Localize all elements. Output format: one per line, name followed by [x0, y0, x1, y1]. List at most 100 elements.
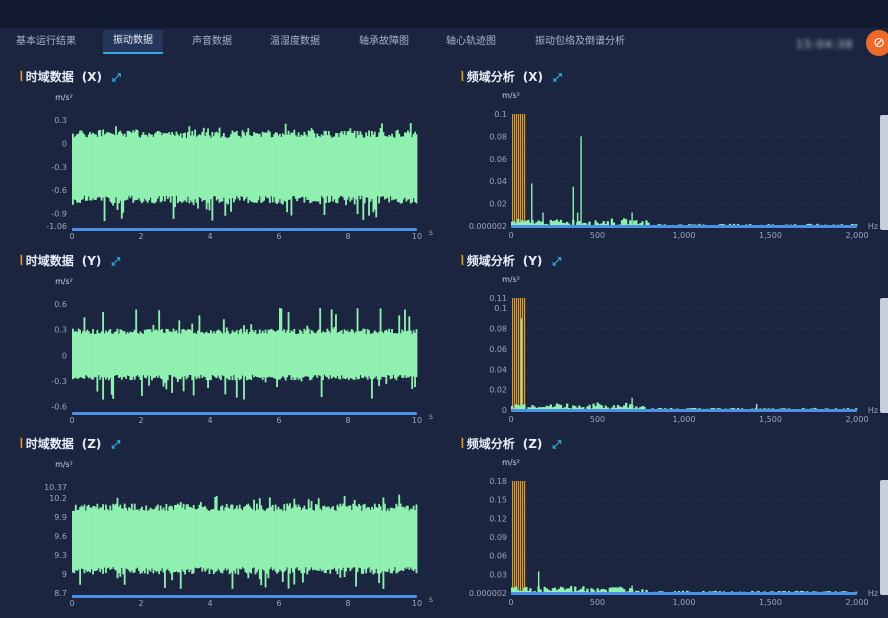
tab-shaft-orbit[interactable]: 轴心轨迹图	[446, 36, 496, 47]
signal-trace	[195, 333, 198, 380]
signal-trace	[309, 334, 312, 381]
signal-trace	[181, 137, 184, 203]
spectrum-bar	[525, 586, 528, 593]
action-button[interactable]: ⊘	[866, 30, 888, 56]
tab-temperature-humidity-data[interactable]: 温湿度数据	[270, 36, 320, 47]
spectrum-bar	[580, 588, 583, 593]
tab-vibration-data[interactable]: 振动数据	[103, 30, 163, 54]
spectrum-bar	[555, 219, 559, 226]
signal-trace	[279, 133, 281, 200]
signal-trace	[261, 509, 264, 569]
signal-trace	[112, 333, 115, 399]
expand-icon[interactable]: ⤢	[111, 438, 121, 451]
signal-trace	[396, 333, 399, 377]
signal-trace	[222, 319, 225, 377]
low-frequency-band	[522, 298, 524, 410]
signal-trace	[294, 135, 297, 199]
signal-trace	[100, 507, 103, 569]
spectrum-bar	[592, 589, 595, 593]
expand-icon[interactable]: ⤢	[111, 255, 121, 268]
signal-trace	[289, 134, 291, 200]
x-axis-bar	[511, 592, 857, 595]
signal-trace	[333, 326, 336, 378]
signal-trace	[73, 510, 76, 574]
x-tick-label: 0	[508, 415, 513, 424]
spectrum-bar	[545, 588, 548, 593]
signal-trace	[368, 330, 370, 377]
panel-axis-label: (Z)	[522, 437, 543, 451]
spectrum-bar	[531, 220, 534, 226]
spectrum-bar	[511, 405, 514, 410]
signal-trace	[204, 332, 207, 378]
signal-trace	[227, 331, 230, 380]
side-scroll-strip[interactable]	[880, 480, 888, 595]
expand-icon[interactable]: ⤢	[111, 71, 121, 84]
signal-trace	[369, 333, 372, 379]
signal-trace	[256, 503, 258, 573]
spectrum-bar	[767, 223, 770, 226]
signal-trace	[192, 505, 195, 574]
signal-trace	[248, 134, 251, 200]
signal-trace	[335, 314, 337, 379]
signal-trace	[202, 127, 205, 201]
signal-trace	[362, 328, 365, 379]
signal-trace	[192, 333, 195, 396]
x-tick-label: 0	[508, 598, 513, 607]
spectrum-bar	[600, 405, 603, 410]
signal-trace	[389, 136, 392, 197]
wave-icon: ⦚	[20, 437, 23, 452]
spectrum-bar	[523, 221, 526, 226]
signal-trace	[279, 509, 281, 570]
spectrum-bar	[567, 223, 571, 226]
signal-trace	[399, 503, 402, 571]
signal-trace	[93, 134, 96, 200]
signal-trace	[119, 329, 122, 377]
signal-trace	[231, 504, 234, 589]
signal-trace	[184, 132, 186, 201]
signal-trace	[130, 132, 133, 196]
signal-trace	[184, 330, 186, 377]
signal-trace	[126, 510, 129, 570]
y-unit-label: m/s²	[502, 91, 520, 100]
signal-trace	[202, 333, 205, 377]
signal-trace	[360, 330, 363, 378]
signal-trace	[221, 505, 224, 574]
signal-trace	[296, 136, 299, 202]
signal-trace	[365, 334, 368, 378]
expand-icon[interactable]: ⤢	[552, 438, 562, 451]
low-frequency-band	[512, 298, 514, 410]
signal-trace	[260, 505, 263, 586]
signal-trace	[126, 332, 129, 376]
side-scroll-strip[interactable]	[880, 298, 888, 413]
spectrum-bar	[657, 223, 660, 226]
tab-envelope-cepstrum[interactable]: 振动包络及倒谱分析	[535, 36, 625, 47]
spectrum-bar	[525, 220, 528, 226]
signal-trace	[273, 511, 276, 569]
signal-trace	[327, 131, 330, 203]
signal-trace	[176, 134, 179, 204]
signal-trace	[267, 130, 270, 199]
low-frequency-band	[518, 114, 520, 226]
signal-trace	[155, 329, 158, 377]
signal-trace	[231, 130, 234, 198]
tab-sound-data[interactable]: 声音数据	[192, 36, 232, 47]
signal-trace	[329, 332, 332, 376]
x-tick-label: 2,000	[846, 231, 869, 240]
signal-trace	[191, 323, 194, 381]
spectrum-bar	[629, 588, 632, 593]
signal-trace	[159, 330, 162, 379]
side-scroll-strip[interactable]	[880, 115, 888, 230]
signal-trace	[166, 510, 169, 569]
y-tick-label: 0.18	[489, 477, 507, 486]
tab-bearing-fault[interactable]: 轴承故障图	[359, 36, 409, 47]
spectrum-bar	[714, 590, 717, 593]
signal-trace	[343, 329, 346, 379]
expand-icon[interactable]: ⤢	[552, 71, 562, 84]
y-tick-label: 0.3	[54, 116, 67, 125]
signal-trace	[257, 333, 260, 378]
signal-trace	[317, 498, 320, 571]
signal-trace	[353, 333, 356, 380]
panel-title-text: 频域分析	[466, 437, 515, 451]
tab-basic-results[interactable]: 基本运行结果	[16, 36, 76, 47]
expand-icon[interactable]: ⤢	[552, 255, 562, 268]
